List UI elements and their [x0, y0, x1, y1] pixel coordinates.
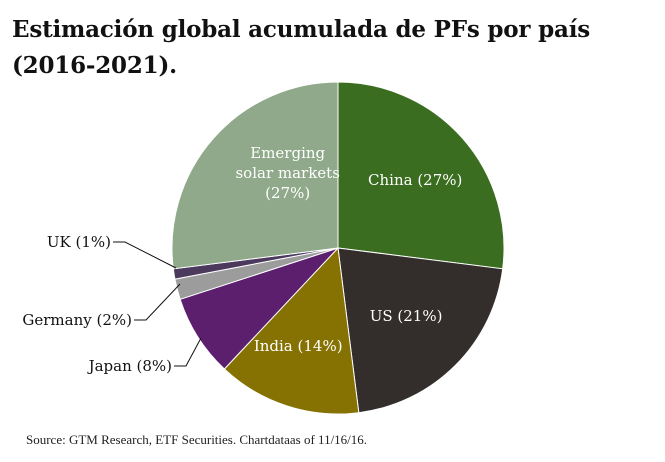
slice-label-emerging-solar-markets: Emerging solar markets (27%): [235, 144, 339, 202]
pie-slice-us: [337, 247, 504, 414]
chart-title: Estimación global acumulada de PFs por p…: [12, 16, 591, 79]
slice-label-india: India (14%): [254, 337, 343, 355]
leader-line-uk: [113, 241, 177, 269]
slice-label-germany: Germany (2%): [22, 311, 132, 329]
leader-line-germany: [134, 283, 181, 321]
slice-label-japan: Japan (8%): [87, 357, 172, 375]
leader-line-japan: [174, 337, 202, 367]
slice-label-china: China (27%): [368, 171, 462, 189]
pie-slice-emerging-solar-markets: [171, 81, 339, 270]
source-note: Source: GTM Research, ETF Securities. Ch…: [26, 432, 368, 447]
slice-label-uk: UK (1%): [47, 233, 111, 251]
pie-slice-india: [223, 246, 360, 415]
pie-slice-china: [337, 81, 505, 270]
slice-label-us: US (21%): [370, 307, 443, 325]
